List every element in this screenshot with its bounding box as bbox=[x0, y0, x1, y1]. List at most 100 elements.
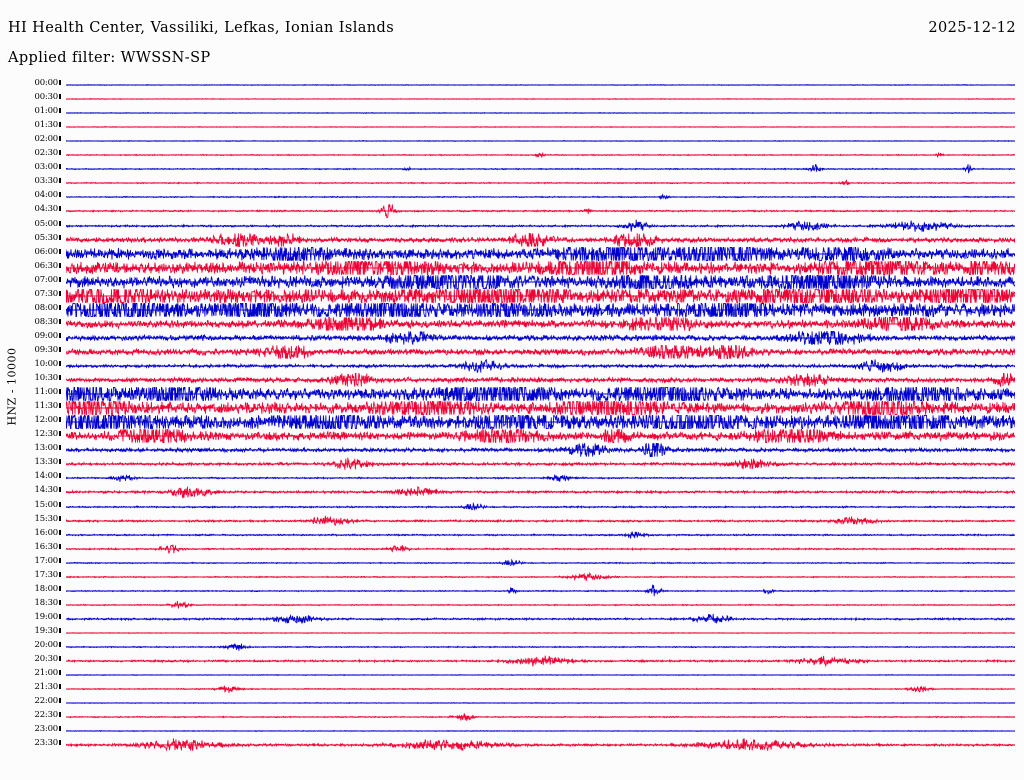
seismic-trace bbox=[66, 643, 1015, 651]
row-tick-mark bbox=[59, 459, 61, 465]
helicorder-row: 05:30 bbox=[0, 232, 1024, 247]
row-tick-mark bbox=[59, 726, 61, 732]
row-time-label: 00:30 bbox=[34, 92, 59, 103]
helicorder-row: 23:30 bbox=[0, 738, 1024, 752]
helicorder-row: 09:00 bbox=[0, 330, 1024, 345]
row-tick-mark bbox=[59, 684, 61, 690]
row-time-label: 12:00 bbox=[34, 415, 59, 426]
helicorder-row: 00:30 bbox=[0, 92, 1024, 106]
row-time-label: 23:30 bbox=[34, 738, 59, 749]
row-time-label: 20:30 bbox=[34, 654, 59, 665]
row-tick-mark bbox=[59, 501, 61, 507]
row-tick-mark bbox=[59, 375, 61, 381]
row-time-label: 01:00 bbox=[34, 106, 59, 117]
seismic-trace bbox=[66, 288, 1015, 303]
helicorder-row: 23:00 bbox=[0, 724, 1024, 738]
row-tick-mark bbox=[59, 599, 61, 605]
row-time-label: 07:00 bbox=[34, 274, 59, 285]
row-time-label: 09:30 bbox=[34, 344, 59, 355]
row-time-label: 15:00 bbox=[34, 499, 59, 510]
helicorder-row: 04:30 bbox=[0, 204, 1024, 219]
seismic-trace bbox=[66, 571, 1015, 581]
row-time-label: 13:00 bbox=[34, 443, 59, 454]
row-tick-mark bbox=[59, 417, 61, 423]
row-tick-mark bbox=[59, 613, 61, 619]
row-time-label: 05:30 bbox=[34, 232, 59, 243]
helicorder-row: 15:00 bbox=[0, 500, 1024, 514]
row-time-label: 12:30 bbox=[34, 429, 59, 440]
row-tick-mark bbox=[59, 94, 61, 100]
row-time-label: 14:00 bbox=[34, 471, 59, 482]
helicorder-row: 02:00 bbox=[0, 134, 1024, 148]
row-tick-mark bbox=[59, 403, 61, 409]
row-time-label: 22:00 bbox=[34, 696, 59, 707]
row-time-label: 09:00 bbox=[34, 330, 59, 341]
helicorder-row: 05:00 bbox=[0, 219, 1024, 233]
row-tick-mark bbox=[59, 445, 61, 451]
row-tick-mark bbox=[59, 571, 61, 577]
helicorder-row: 20:00 bbox=[0, 640, 1024, 654]
helicorder-row: 16:00 bbox=[0, 528, 1024, 542]
seismic-trace bbox=[66, 97, 1015, 101]
row-tick-mark bbox=[59, 627, 61, 633]
seismic-trace bbox=[66, 401, 1015, 416]
applied-filter-label: Applied filter: WWSSN-SP bbox=[8, 50, 211, 66]
helicorder-row: 08:00 bbox=[0, 302, 1024, 317]
helicorder-row: 12:00 bbox=[0, 415, 1024, 430]
helicorder-row: 10:30 bbox=[0, 373, 1024, 387]
helicorder-row: 18:30 bbox=[0, 598, 1024, 612]
helicorder-row: 04:00 bbox=[0, 190, 1024, 204]
helicorder-row: 14:30 bbox=[0, 485, 1024, 499]
helicorder-row: 22:30 bbox=[0, 710, 1024, 724]
row-tick-mark bbox=[59, 543, 61, 549]
row-tick-mark bbox=[59, 431, 61, 437]
row-time-label: 18:00 bbox=[34, 583, 59, 594]
helicorder-row: 17:30 bbox=[0, 570, 1024, 584]
seismic-trace bbox=[66, 232, 1015, 247]
seismic-trace bbox=[66, 111, 1015, 115]
row-tick-mark bbox=[59, 698, 61, 704]
seismic-trace bbox=[66, 713, 1015, 722]
helicorder-row: 19:00 bbox=[0, 612, 1024, 626]
row-time-label: 06:00 bbox=[34, 246, 59, 257]
helicorder-row: 15:30 bbox=[0, 514, 1024, 528]
helicorder-row: 00:00 bbox=[0, 78, 1024, 92]
helicorder-row: 10:00 bbox=[0, 359, 1024, 373]
helicorder-row: 13:30 bbox=[0, 457, 1024, 471]
row-time-label: 10:00 bbox=[34, 359, 59, 369]
row-time-label: 20:00 bbox=[34, 640, 59, 650]
helicorder-row: 08:30 bbox=[0, 316, 1024, 331]
row-tick-mark bbox=[59, 346, 61, 352]
row-tick-mark bbox=[59, 108, 61, 114]
seismic-trace bbox=[66, 83, 1015, 87]
helicorder-row: 06:30 bbox=[0, 260, 1024, 275]
seismic-trace bbox=[66, 274, 1015, 289]
row-tick-mark bbox=[59, 361, 61, 366]
seismic-trace bbox=[66, 443, 1015, 458]
row-time-label: 10:30 bbox=[34, 373, 59, 384]
row-tick-mark bbox=[59, 557, 61, 563]
seismic-trace bbox=[66, 544, 1015, 554]
helicorder-row: 07:30 bbox=[0, 288, 1024, 303]
seismic-trace bbox=[66, 474, 1015, 483]
helicorder-row: 13:00 bbox=[0, 443, 1024, 458]
helicorder-row: 17:00 bbox=[0, 556, 1024, 570]
row-time-label: 00:00 bbox=[34, 78, 59, 88]
row-tick-mark bbox=[59, 164, 61, 170]
header-date: 2025-12-12 bbox=[928, 20, 1016, 36]
helicorder-row: 21:30 bbox=[0, 682, 1024, 696]
row-tick-mark bbox=[59, 248, 61, 254]
row-time-label: 03:30 bbox=[34, 176, 59, 187]
seismic-trace bbox=[66, 655, 1015, 668]
row-tick-mark bbox=[59, 276, 61, 282]
row-tick-mark bbox=[59, 136, 61, 142]
helicorder-row: 21:00 bbox=[0, 668, 1024, 682]
seismic-trace bbox=[66, 179, 1015, 186]
seismic-trace bbox=[66, 330, 1015, 345]
row-time-label: 18:30 bbox=[34, 597, 59, 608]
seismic-trace bbox=[66, 429, 1015, 444]
seismic-trace bbox=[66, 344, 1015, 359]
seismic-trace bbox=[66, 730, 1015, 733]
page-title: HI Health Center, Vassiliki, Lefkas, Ion… bbox=[8, 20, 395, 36]
row-tick-mark bbox=[59, 192, 61, 198]
